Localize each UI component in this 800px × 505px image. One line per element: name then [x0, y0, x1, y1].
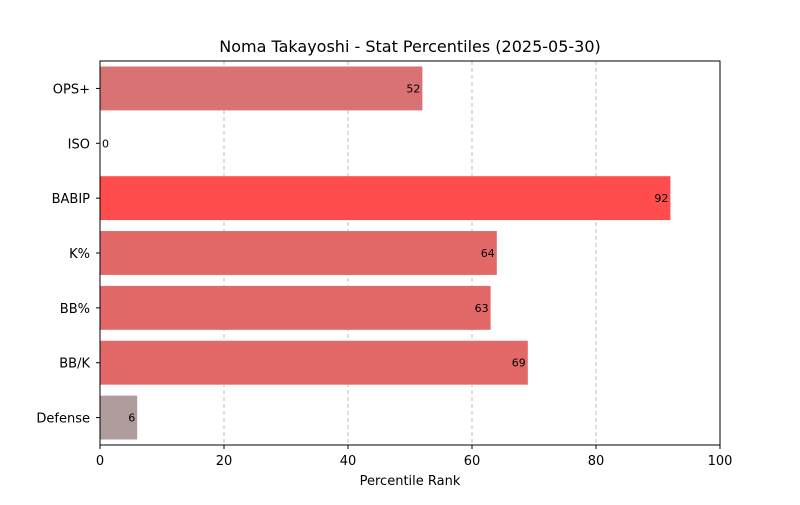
category-label: BB/K — [59, 357, 90, 372]
category-label: ISO — [68, 137, 90, 152]
bar-k — [100, 231, 497, 275]
bar-bb — [100, 285, 491, 330]
x-axis-label: Percentile Rank — [360, 474, 461, 489]
bar-bb-k — [100, 340, 528, 385]
x-tick-label: 20 — [216, 454, 233, 469]
bar-defense — [100, 395, 138, 440]
data-label: 0 — [102, 137, 109, 150]
category-label: OPS+ — [53, 82, 90, 97]
data-label: 69 — [512, 357, 526, 370]
label-layer: 52 0 92 64 63 69 6 — [102, 82, 668, 424]
data-label: 52 — [406, 82, 420, 95]
category-label: Defense — [36, 412, 90, 427]
x-tick-label: 40 — [340, 454, 357, 469]
category-label: BB% — [60, 302, 90, 317]
bar-babip — [100, 176, 671, 221]
bar-ops — [100, 66, 423, 111]
x-tick-label: 60 — [464, 454, 481, 469]
category-label: BABIP — [52, 192, 91, 207]
x-tick-label: 80 — [588, 454, 605, 469]
x-tick-label: 0 — [96, 454, 104, 469]
bar-layer — [100, 66, 671, 440]
data-label: 64 — [481, 247, 495, 260]
chart-title: Noma Takayoshi - Stat Percentiles (2025-… — [219, 37, 601, 56]
data-label: 92 — [654, 192, 668, 205]
data-label: 63 — [475, 302, 489, 315]
x-tick-label: 100 — [708, 454, 733, 469]
category-label: K% — [69, 247, 90, 262]
data-label: 6 — [128, 412, 135, 425]
